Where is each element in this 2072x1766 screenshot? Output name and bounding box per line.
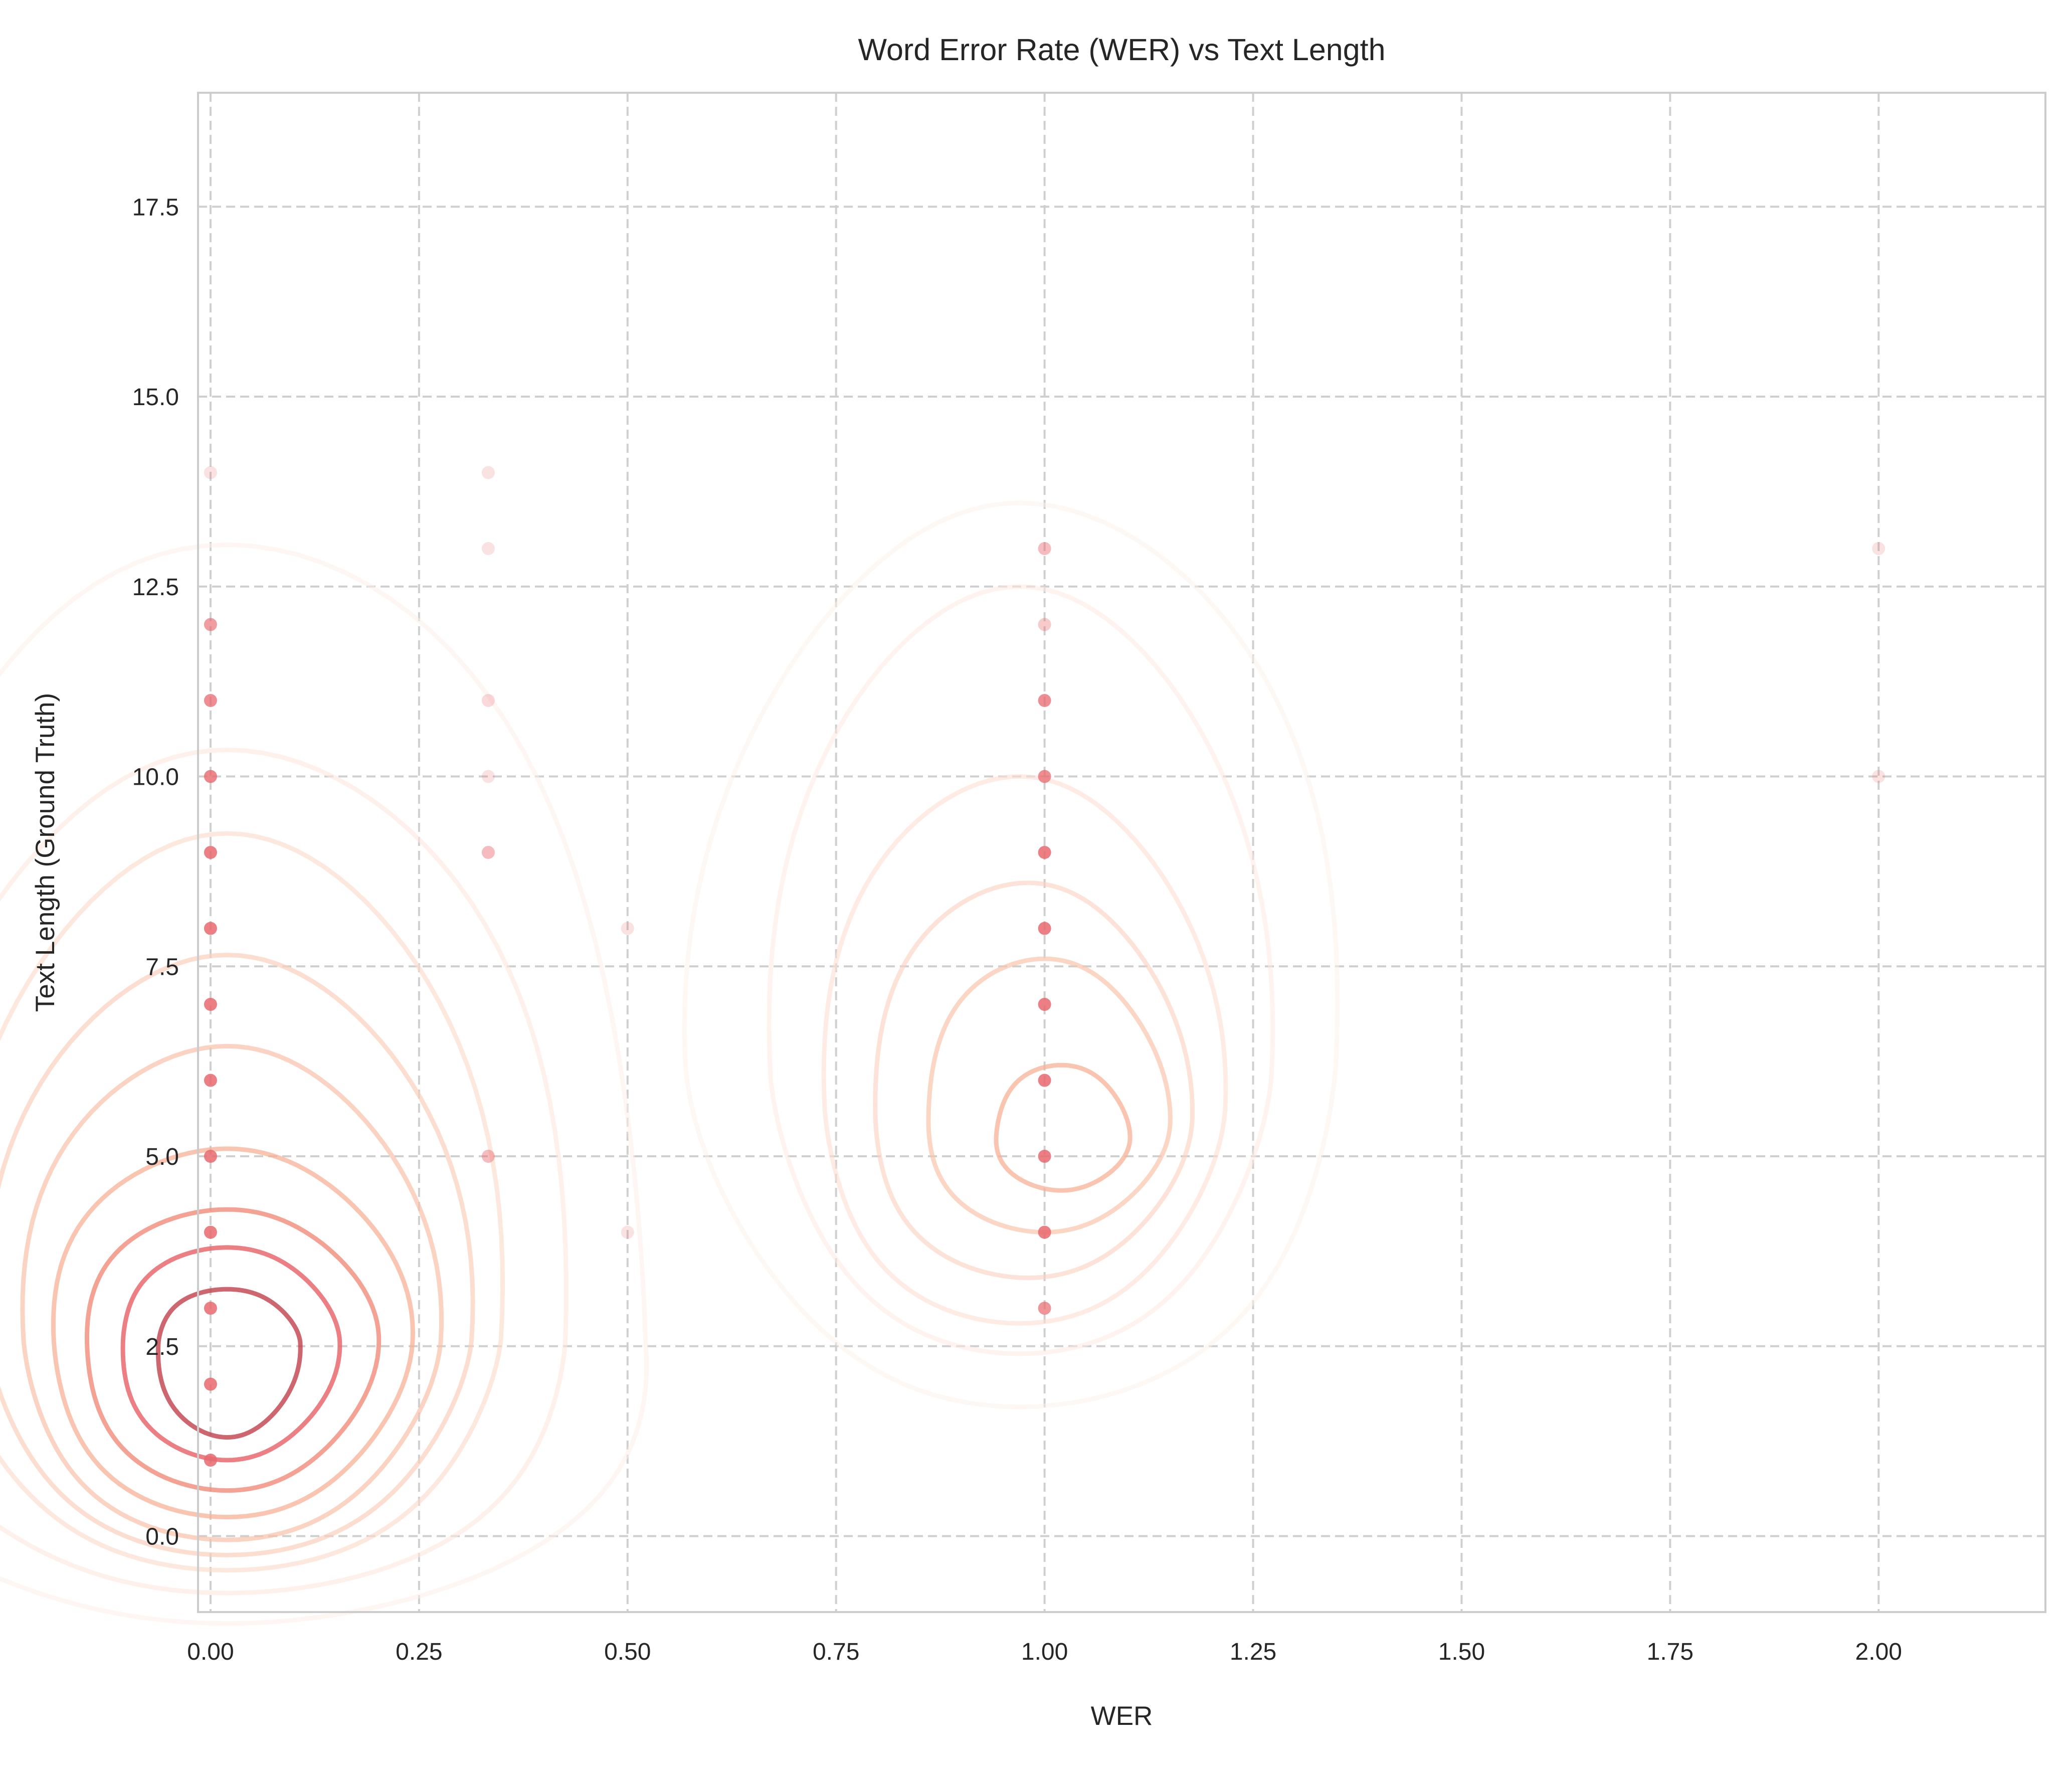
kde-contour-wer-1 (767, 584, 1275, 1356)
y-axis-label: Text Length (Ground Truth) (31, 693, 60, 1012)
y-tick-label: 15.0 (132, 384, 179, 411)
kde-contour-wer-1 (994, 1063, 1133, 1193)
x-axis-label: WER (1091, 1701, 1153, 1731)
kde-contour-wer-0 (120, 1245, 342, 1463)
scatter-point (204, 1454, 217, 1467)
scatter-point (204, 922, 217, 935)
kde-contour-wer-0 (85, 1207, 382, 1493)
kde-contour-wer-0 (0, 747, 569, 1596)
y-tick-label: 5.0 (145, 1144, 179, 1170)
scatter-point (621, 922, 634, 935)
y-tick-labels: 0.0 2.5 5.0 7.5 10.0 12.5 15.0 17.5 (132, 194, 179, 1550)
y-tick-label: 0.0 (145, 1524, 179, 1550)
y-tick-label: 12.5 (132, 574, 179, 601)
scatter-point (1038, 618, 1051, 631)
scatter-point (204, 1302, 217, 1315)
kde-contour-wer-1 (682, 500, 1340, 1409)
scatter-point (1038, 922, 1051, 935)
scatter-point (1872, 770, 1886, 783)
scatter-point (204, 1377, 217, 1391)
x-tick-label: 1.50 (1438, 1639, 1485, 1665)
x-tick-label: 0.75 (813, 1639, 859, 1665)
x-tick-label: 0.25 (396, 1639, 442, 1665)
scatter-point (204, 770, 217, 783)
scatter-points (204, 466, 1886, 1467)
scatter-point (1038, 770, 1051, 783)
kde-contour-wer-0 (0, 952, 475, 1557)
y-tick-label: 2.5 (145, 1334, 179, 1360)
x-tick-label: 2.00 (1855, 1639, 1902, 1665)
kde-contour-wer-0 (155, 1287, 303, 1440)
kde-contour-wer-1 (873, 880, 1195, 1280)
scatter-point (204, 1074, 217, 1087)
scatter-point (481, 846, 495, 859)
x-tick-label: 0.00 (187, 1639, 234, 1665)
kde-contour-wer-0 (0, 542, 649, 1626)
scatter-point (204, 846, 217, 859)
y-tick-label: 10.0 (132, 764, 179, 791)
x-tick-labels: 0.00 0.25 0.50 0.75 1.00 1.25 1.50 1.75 2.00 (187, 1639, 1902, 1665)
scatter-point (481, 770, 495, 783)
scatter-point (1038, 1225, 1051, 1239)
scatter-point (1872, 542, 1886, 555)
scatter-point (204, 694, 217, 707)
scatter-point (1038, 1074, 1051, 1087)
chart-title: Word Error Rate (WER) vs Text Length (858, 33, 1385, 67)
y-tick-label: 7.5 (145, 954, 179, 980)
kde-contour-wer-0 (20, 1043, 444, 1542)
x-tick-label: 0.50 (604, 1639, 651, 1665)
scatter-point (1038, 1302, 1051, 1315)
x-tick-label: 1.25 (1230, 1639, 1276, 1665)
scatter-point (481, 466, 495, 479)
scatter-point (1038, 1150, 1051, 1163)
kde-contour-wer-1 (821, 774, 1228, 1326)
kde-contours (0, 500, 1340, 1626)
scatter-point (1038, 998, 1051, 1011)
scatter-point (481, 542, 495, 555)
plot-frame (197, 92, 2046, 1613)
y-tick-label: 17.5 (132, 194, 179, 221)
grid-lines (198, 93, 2045, 1612)
scatter-point (1038, 542, 1051, 555)
scatter-point (481, 1150, 495, 1163)
scatter-point (204, 998, 217, 1011)
scatter-point (204, 1150, 217, 1163)
scatter-point (1038, 846, 1051, 859)
x-tick-label: 1.75 (1647, 1639, 1693, 1665)
kde-contour-wer-0 (0, 831, 505, 1573)
x-tick-label: 1.00 (1021, 1639, 1068, 1665)
scatter-point (204, 466, 217, 479)
kde-contour-wer-1 (926, 956, 1173, 1235)
scatter-point (481, 694, 495, 707)
scatter-point (621, 1225, 634, 1239)
scatter-point (204, 1225, 217, 1239)
scatter-point (1038, 694, 1051, 707)
kde-contour-wer-0 (51, 1146, 416, 1520)
scatter-point (204, 618, 217, 631)
